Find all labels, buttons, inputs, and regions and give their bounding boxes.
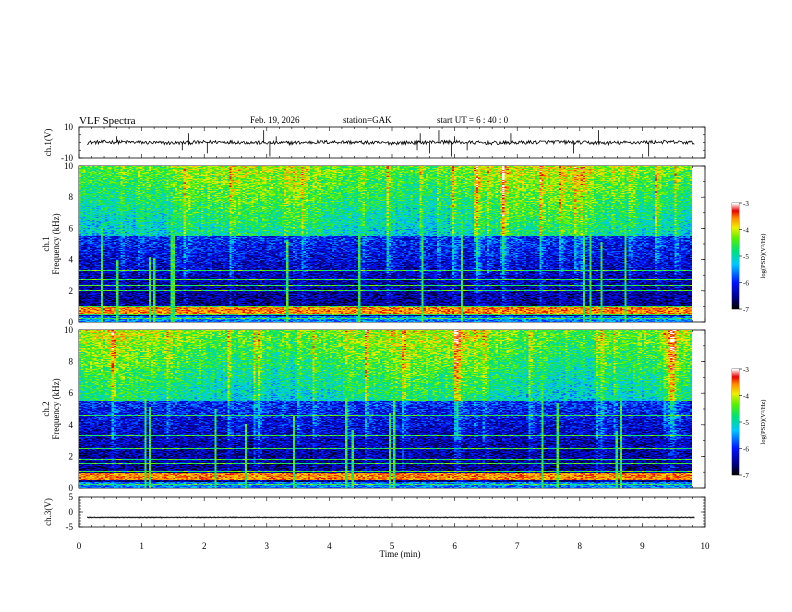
- colorbar-tick-label: -5: [743, 253, 749, 261]
- colorbar-tick-label: -3: [743, 200, 749, 208]
- figure-title: VLF Spectra: [79, 115, 136, 127]
- ch3-waveform-ytick-label: 0: [69, 507, 74, 517]
- x-axis: Time (min) 0 1 2 3 4 5 6 7 8 9 10: [77, 541, 710, 559]
- ch2-colorbar-gradient: [732, 369, 739, 475]
- ch2-spectrogram-ytick-label: 0: [69, 483, 74, 493]
- ch3-waveform-ytick-label: -5: [66, 522, 74, 532]
- colorbar-tick-label: -6: [743, 446, 749, 454]
- ch1-spectrogram-ylabel-frequency: Frequency (kHz): [51, 213, 61, 274]
- colorbar-tick-label: -4: [743, 393, 749, 401]
- ch1-spectrogram-ylabel-channel: ch.1: [41, 236, 51, 251]
- x-tick-label: 7: [515, 541, 520, 551]
- ch1-colorbar-gradient: [732, 203, 739, 309]
- x-tick-label: 8: [578, 541, 583, 551]
- ch2-spectrogram-ytick-label: 10: [64, 325, 74, 335]
- ch3-waveform-ytick-label: 5: [69, 492, 74, 502]
- colorbar-tick-label: -7: [743, 306, 749, 314]
- date-label: Feb. 19, 2026: [250, 115, 300, 125]
- x-tick-label: 2: [202, 541, 207, 551]
- ch2-spectrogram-ytick-label: 8: [69, 357, 74, 367]
- header: VLF Spectra Feb. 19, 2026 station=GAK st…: [79, 115, 509, 127]
- colorbar-tick-label: -5: [743, 419, 749, 427]
- colorbar-tick-label: -7: [743, 472, 749, 480]
- ch3-waveform-frame: [78, 496, 706, 528]
- colorbar-label: log(PSD)(V²/Hz): [760, 234, 767, 279]
- ch3-waveform-ylabel: ch.3(V): [43, 498, 53, 526]
- x-tick-label: 1: [139, 541, 144, 551]
- ch1-spectrogram-ytick-label: 10: [64, 161, 74, 171]
- ch1-spectrogram-image: [79, 166, 692, 322]
- colorbar-tick-label: -4: [743, 227, 749, 235]
- ch1-spectrogram-ytick-label: 4: [69, 255, 74, 265]
- ch1-waveform-ylabel: ch.1(V): [43, 129, 53, 157]
- ch1-spectrogram-ytick-label: 2: [69, 286, 74, 296]
- x-tick-label: 3: [265, 541, 270, 551]
- x-axis-label: Time (min): [380, 549, 421, 559]
- ch3-waveform-trace: [86, 516, 695, 519]
- ch2-spectrogram-ytick-label: 2: [69, 451, 74, 461]
- ch2-spectrogram-ytick-label: 6: [69, 388, 74, 398]
- colorbar-tick-label: -3: [743, 366, 749, 374]
- colorbar-label: log(PSD)(V²/Hz): [760, 400, 767, 445]
- ch2-spectrogram-ylabel-frequency: Frequency (kHz): [51, 378, 61, 439]
- ch2-spectrogram-image: [79, 330, 692, 488]
- colorbar-tick-label: -6: [743, 280, 749, 288]
- x-tick-label: 6: [452, 541, 457, 551]
- station-label: station=GAK: [343, 115, 392, 125]
- x-tick-label: 10: [701, 541, 711, 551]
- start-ut-label: start UT = 6 : 40 : 0: [437, 115, 509, 125]
- ch1-spectrogram-ytick-label: 0: [69, 317, 74, 327]
- ch1-spectrogram-ytick-label: 8: [69, 192, 74, 202]
- ch1-waveform-ytick-label: 10: [64, 122, 74, 132]
- ch2-spectrogram-ytick-label: 4: [69, 420, 74, 430]
- x-tick-label: 0: [77, 541, 82, 551]
- ch1-waveform-panel: 10 -10 ch.1(V): [43, 122, 706, 163]
- x-tick-label: 5: [390, 541, 395, 551]
- ch1-waveform-ytick-label: -10: [61, 153, 73, 163]
- ch2-spectrogram-ylabel-channel: ch.2: [41, 401, 51, 416]
- ch1-spectrogram-ytick-label: 6: [69, 223, 74, 233]
- x-tick-label: 9: [640, 541, 645, 551]
- x-tick-label: 4: [327, 541, 332, 551]
- ch1-waveform-trace: [87, 139, 695, 147]
- ch3-waveform-panel: 5 0 -5 ch.3(V): [43, 492, 706, 532]
